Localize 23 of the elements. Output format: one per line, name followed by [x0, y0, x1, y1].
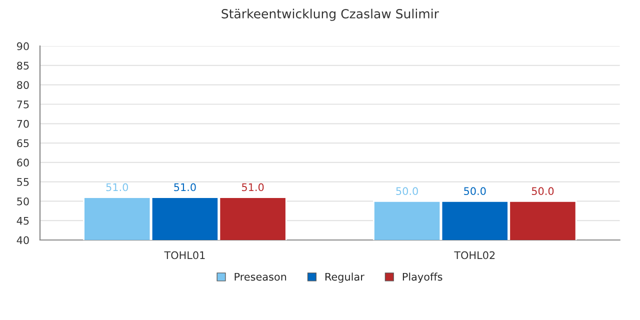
- data-label: 50.0: [464, 187, 486, 196]
- y-tick-label: 50: [17, 197, 29, 206]
- legend-label: Preseason: [234, 272, 286, 281]
- y-tick-label: 65: [17, 139, 29, 148]
- y-tick-label: 80: [17, 81, 29, 89]
- legend-label: Regular: [325, 272, 364, 283]
- y-tick-label: 90: [16, 42, 29, 50]
- y-tick-label: 75: [17, 100, 29, 108]
- chart-title: Stärkeentwicklung Czaslaw Sulimir: [222, 8, 439, 21]
- y-tick-label: 70: [17, 120, 29, 128]
- y-tick-label: 85: [17, 62, 29, 70]
- y-tick-label: 60: [17, 158, 29, 167]
- data-label: 51.0: [106, 183, 128, 192]
- data-label: 51.0: [174, 183, 196, 192]
- data-label: 51.0: [242, 183, 264, 192]
- x-tick-label: TOHL01: [164, 251, 205, 260]
- data-label: 50.0: [396, 187, 418, 196]
- y-tick-label: 55: [17, 178, 29, 186]
- x-tick-label: TOHL02: [454, 251, 495, 260]
- legend-label: Playoffs: [402, 272, 442, 283]
- data-label: 50.0: [532, 187, 554, 196]
- y-tick-label: 45: [16, 216, 29, 225]
- y-tick-label: 40: [16, 236, 29, 244]
